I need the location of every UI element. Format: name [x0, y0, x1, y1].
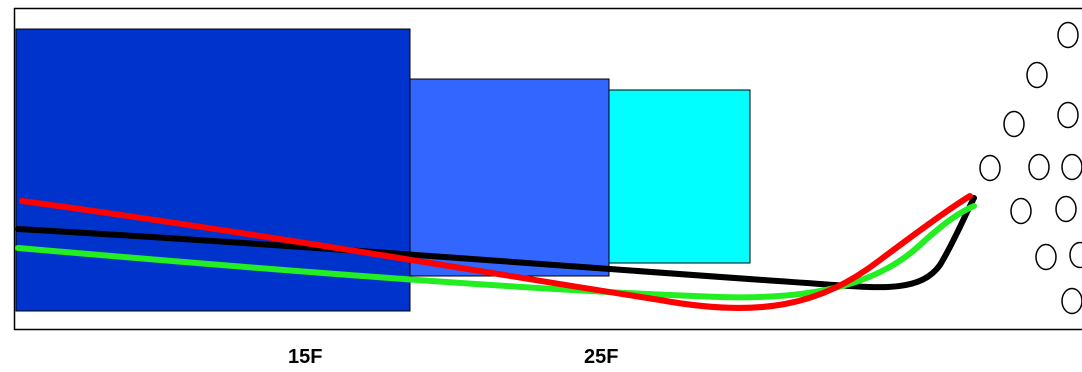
circle	[1069, 241, 1082, 269]
circle	[979, 154, 1001, 182]
circle	[1061, 287, 1082, 315]
black-curve	[15, 195, 977, 291]
circle	[1055, 195, 1077, 223]
circle	[1057, 101, 1079, 129]
block-medium-blue	[409, 78, 610, 277]
block-cyan	[608, 89, 751, 264]
circle	[1010, 197, 1032, 225]
zone-label-25f: 25F	[584, 346, 619, 368]
blocks-group	[15, 28, 751, 312]
circle	[1061, 153, 1082, 181]
circles-group	[979, 21, 1082, 315]
curves-group	[15, 193, 977, 311]
circle	[1026, 61, 1048, 89]
circle	[1003, 110, 1025, 138]
red-curve	[19, 193, 973, 311]
circle	[1028, 153, 1050, 181]
circle	[1035, 243, 1057, 271]
green-curve	[15, 203, 977, 301]
circle	[1057, 21, 1079, 49]
zone-label-15f: 15F	[288, 346, 323, 368]
block-dark-blue	[15, 28, 411, 312]
